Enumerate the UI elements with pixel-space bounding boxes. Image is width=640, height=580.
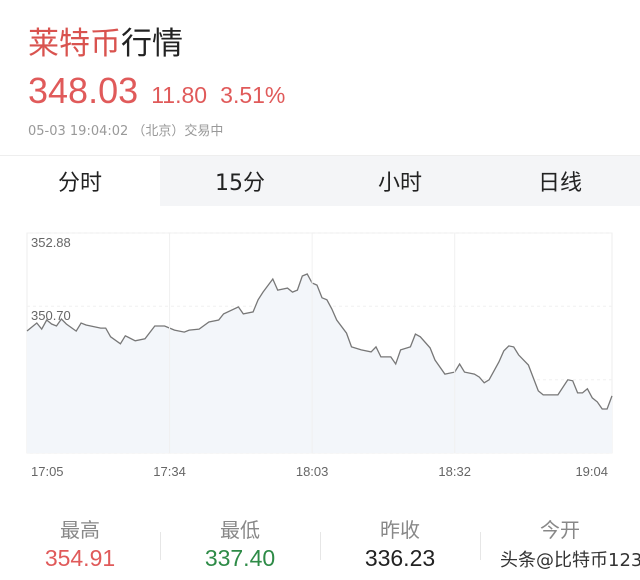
stat-label: 最高 <box>60 518 100 542</box>
x-tick-label: 18:32 <box>438 464 471 479</box>
stat-value: 337.40 <box>204 545 276 571</box>
stat-value: 354.91 <box>44 545 116 571</box>
y-tick-label: 350.70 <box>31 308 71 323</box>
stat-low: 最低 337.40 <box>160 510 320 580</box>
period-tabs: 分时 15分 小时 日线 <box>0 155 640 206</box>
y-tick-label: 352.88 <box>31 235 71 250</box>
stat-label: 今开 <box>540 518 580 542</box>
intraday-chart: 352.88350.70348.51346.3317:0517:3418:031… <box>26 232 613 479</box>
tab-15min[interactable]: 15分 <box>215 171 265 196</box>
tab-intraday[interactable]: 分时 <box>0 156 160 206</box>
quote-row: 348.03 11.80 3.51% <box>28 70 285 112</box>
price-change-pct: 3.51% <box>220 82 286 108</box>
title-suffix: 行情 <box>121 26 183 62</box>
stat-value: 336.23 <box>364 545 436 571</box>
stat-prev-close: 昨收 336.23 <box>320 510 480 580</box>
x-tick-label: 17:05 <box>31 464 64 479</box>
price-change: 11.80 <box>151 82 208 108</box>
watermark: 头条@比特币123 <box>500 550 640 571</box>
price-line <box>26 273 613 410</box>
stat-label: 最低 <box>220 518 260 542</box>
tab-hourly[interactable]: 小时 <box>377 171 422 196</box>
price-area-fill <box>27 274 612 453</box>
tab-daily[interactable]: 日线 <box>537 171 582 196</box>
x-tick-label: 18:03 <box>296 464 329 479</box>
x-tick-label: 17:34 <box>153 464 186 479</box>
stat-high: 最高 354.91 <box>0 510 160 580</box>
quote-timestamp: 05-03 19:04:02 （北京）交易中 <box>28 124 224 139</box>
stats-bar: 最高 354.91 最低 337.40 昨收 336.23 今开 <box>0 510 640 580</box>
coin-name: 莱特币 <box>28 26 121 62</box>
current-price: 348.03 <box>28 70 139 111</box>
stat-label: 昨收 <box>380 518 420 542</box>
stat-open: 今开 <box>480 510 640 580</box>
page-title: 莱特币行情 <box>28 18 183 63</box>
x-tick-label: 19:04 <box>575 464 608 479</box>
